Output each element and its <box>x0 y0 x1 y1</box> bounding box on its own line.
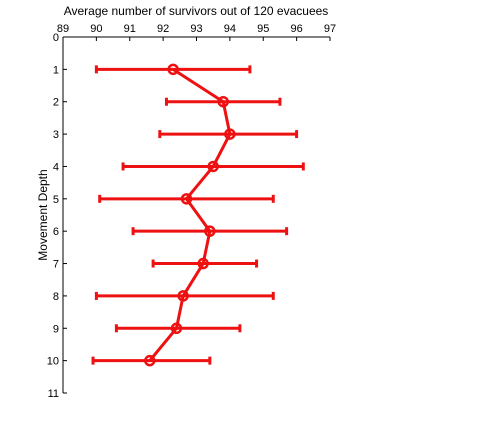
series-markers <box>144 63 236 367</box>
data-point-marker <box>144 354 156 367</box>
data-point-marker <box>180 193 193 205</box>
data-point-marker <box>170 322 183 335</box>
x-tick-label: 90 <box>90 23 102 35</box>
x-tick-label: 94 <box>224 23 236 35</box>
data-point-marker <box>177 290 189 302</box>
y-tick-label: 4 <box>53 161 59 173</box>
y-tick-label: 8 <box>53 291 59 303</box>
x-tick-label: 89 <box>57 23 69 35</box>
data-point-marker <box>217 95 229 108</box>
x-axis-ticks: 89 90 91 92 93 94 95 96 97 <box>57 23 336 41</box>
y-tick-label: 2 <box>53 97 59 109</box>
x-tick-label: 91 <box>124 23 136 35</box>
y-tick-label: 9 <box>53 323 59 335</box>
y-tick-label: 5 <box>53 194 59 206</box>
y-tick-label: 3 <box>53 129 59 141</box>
x-tick-label: 97 <box>324 23 336 35</box>
y-tick-label: 7 <box>53 259 59 271</box>
data-point-marker <box>224 128 236 140</box>
x-tick-label: 93 <box>190 23 202 35</box>
y-tick-label: 0 <box>53 32 59 44</box>
y-axis-title: Movement Depth <box>36 169 50 260</box>
series-line <box>148 68 232 362</box>
data-point-marker <box>204 225 216 237</box>
y-axis-ticks: 0 1 2 3 4 5 6 7 8 9 10 11 <box>47 32 67 400</box>
data-point-marker <box>197 257 209 270</box>
y-tick-label: 10 <box>47 356 59 368</box>
y-tick-label: 6 <box>53 226 59 238</box>
x-tick-label: 92 <box>157 23 169 35</box>
x-tick-label: 95 <box>257 23 269 35</box>
y-tick-label: 11 <box>48 388 59 400</box>
x-tick-label: 96 <box>291 23 303 35</box>
data-point-marker <box>167 63 179 76</box>
x-axis-title: Average number of survivors out of 120 e… <box>64 4 329 18</box>
y-tick-label: 1 <box>53 64 59 76</box>
data-point-marker <box>207 160 219 173</box>
